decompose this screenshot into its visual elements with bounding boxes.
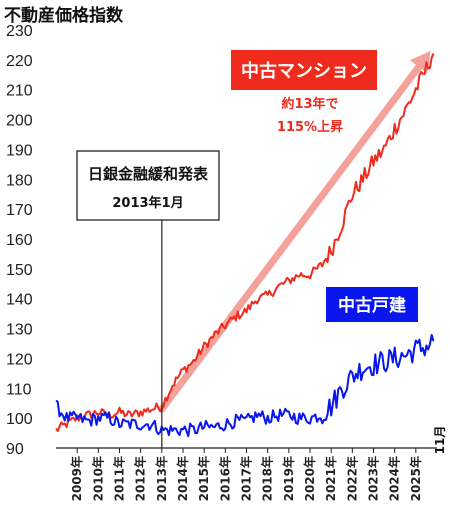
x-tick-label: 2018年 <box>260 456 275 501</box>
house-label-box <box>326 287 418 322</box>
policy-annotation: 日銀金融緩和発表 2013年1月 <box>76 150 220 221</box>
y-tick-label: 110 <box>6 381 32 398</box>
policy-annotation-box <box>76 150 220 221</box>
end-month-label: 11月 <box>433 426 447 455</box>
chart-title: 不動産価格指数 <box>4 5 124 26</box>
policy-annotation-date: 2013年1月 <box>112 195 183 211</box>
y-tick-label: 140 <box>6 292 33 309</box>
trend-arrow-shaft <box>158 63 423 413</box>
mansion-label: 中古マンション <box>241 60 367 82</box>
x-tick-label: 2016年 <box>217 456 232 501</box>
policy-annotation-title: 日銀金融緩和発表 <box>88 165 209 183</box>
x-tick-label: 2022年 <box>344 456 359 501</box>
x-tick-label: 2013年 <box>154 456 169 501</box>
x-tick-label: 2020年 <box>302 456 317 501</box>
y-tick-label: 150 <box>6 262 33 279</box>
series-line <box>55 53 435 432</box>
x-tick-label: 2017年 <box>239 456 254 501</box>
y-tick-label: 190 <box>6 142 33 159</box>
y-tick-label: 90 <box>6 441 24 458</box>
x-tick-label: 2010年 <box>90 456 105 501</box>
y-tick-label: 180 <box>6 172 33 189</box>
series-line <box>55 334 435 438</box>
x-tick-label: 2012年 <box>133 456 148 501</box>
mansion-note-line2: 115%上昇 <box>277 120 343 135</box>
y-tick-label: 210 <box>6 83 33 100</box>
x-axis: 2009年 2010年 2011年 2012年 2013年 2014年 2015年 2016年… <box>56 447 437 501</box>
x-tick-label: 2014年 <box>175 456 190 501</box>
x-tick-label: 2009年 <box>69 456 84 501</box>
y-tick-label: 230 <box>6 23 33 40</box>
x-tick-label: 2023年 <box>366 456 381 501</box>
house-label: 中古戸建 <box>338 295 406 316</box>
y-tick-label: 130 <box>6 322 33 339</box>
x-tick-label: 2019年 <box>281 456 296 501</box>
mansion-note-line1: 約13年で <box>281 96 338 112</box>
y-tick-label: 120 <box>6 351 33 368</box>
mansion-legend: 中古マンション 約13年で 115%上昇 <box>231 50 377 135</box>
y-tick-label: 160 <box>6 232 33 249</box>
y-tick-label: 170 <box>6 202 33 219</box>
y-tick-label: 100 <box>6 411 33 428</box>
x-tick-label: 2011年 <box>112 456 127 501</box>
x-tick-label: 2025年 <box>408 456 423 501</box>
series-lines <box>55 53 435 438</box>
x-tick-label: 2015年 <box>196 456 211 501</box>
y-axis: 90 100 110 120 130 140 150 160 170 180 190 200 210 22… <box>6 23 33 458</box>
x-tick-label: 2021年 <box>323 456 338 501</box>
x-tick-label: 2024年 <box>387 456 402 501</box>
mansion-label-box <box>231 50 377 90</box>
house-legend: 中古戸建 <box>326 287 418 322</box>
y-tick-label: 200 <box>6 113 33 130</box>
y-tick-label: 220 <box>6 53 33 70</box>
